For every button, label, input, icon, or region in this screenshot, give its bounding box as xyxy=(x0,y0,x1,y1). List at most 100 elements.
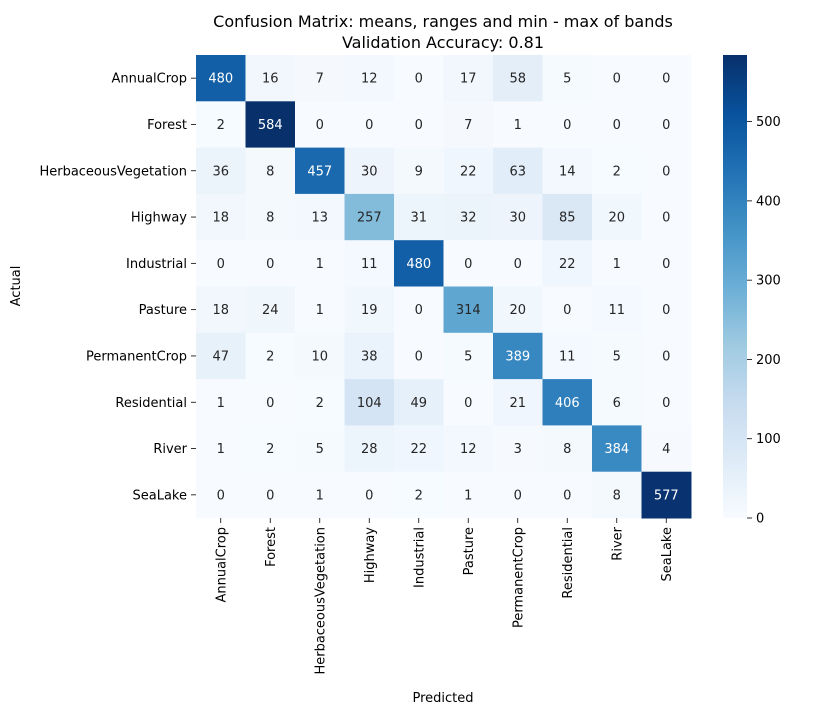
heatmap-cell xyxy=(443,147,494,195)
colorbar-tick-label: 0 xyxy=(756,512,764,527)
cell-value: 384 xyxy=(604,442,629,457)
heatmap-cell xyxy=(542,240,593,287)
cell-value: 8 xyxy=(613,488,621,503)
heatmap-cell xyxy=(295,332,345,380)
colorbar xyxy=(723,55,747,518)
cell-value: 63 xyxy=(509,164,526,179)
heatmap-cell xyxy=(542,101,593,149)
cell-value: 577 xyxy=(654,488,679,503)
heatmap-cell xyxy=(641,147,692,195)
x-tick-label: Pasture xyxy=(462,527,477,575)
cell-value: 0 xyxy=(662,211,670,226)
heatmap-cell xyxy=(542,286,593,334)
cell-value: 58 xyxy=(509,72,526,87)
heatmap-cell xyxy=(344,425,395,473)
heatmap-cell xyxy=(641,193,692,241)
heatmap-cell xyxy=(295,425,345,473)
heatmap-cell xyxy=(245,379,296,426)
cell-value: 5 xyxy=(613,349,621,364)
heatmap-cell xyxy=(295,55,345,102)
heatmap-cell xyxy=(344,55,395,102)
heatmap-cell xyxy=(592,147,642,195)
cell-value: 1 xyxy=(316,488,324,503)
cell-value: 406 xyxy=(555,396,580,411)
x-tick-label: HerbaceousVegetation xyxy=(313,527,328,675)
cell-value: 0 xyxy=(266,257,274,272)
y-axis-label: Actual xyxy=(9,266,24,307)
heatmap-cell xyxy=(443,379,494,426)
heatmap-cell xyxy=(344,101,395,149)
heatmap-cell xyxy=(295,193,345,241)
heatmap-cell xyxy=(245,332,296,380)
heatmap-cell xyxy=(443,332,494,380)
heatmap-cell xyxy=(641,379,692,426)
cell-value: 11 xyxy=(559,349,576,364)
colorbar-tick-label: 100 xyxy=(756,432,781,447)
cell-value: 2 xyxy=(217,118,225,133)
cell-value: 14 xyxy=(559,164,576,179)
cell-value: 1 xyxy=(217,442,225,457)
x-tick-label: River xyxy=(610,526,625,560)
x-axis-label: Predicted xyxy=(412,691,473,706)
heatmap-cell xyxy=(394,379,444,426)
heatmap-cell xyxy=(394,193,444,241)
cell-value: 0 xyxy=(217,257,225,272)
heatmap-cell xyxy=(394,147,444,195)
cell-value: 2 xyxy=(415,488,423,503)
heatmap-cell xyxy=(542,55,593,102)
x-tick-label: Industrial xyxy=(412,527,427,588)
heatmap-cell xyxy=(493,101,543,149)
heatmap-cell xyxy=(641,425,692,473)
cell-value: 0 xyxy=(662,303,670,318)
cell-value: 480 xyxy=(208,72,233,87)
heatmap-cell xyxy=(542,471,593,519)
colorbar-ticks: 0 100 200 300 400 500 xyxy=(747,115,781,527)
heatmap-cell xyxy=(245,147,296,195)
cell-value: 584 xyxy=(258,118,283,133)
heatmap-cell xyxy=(443,101,494,149)
cell-value: 389 xyxy=(505,349,530,364)
cell-value: 9 xyxy=(415,164,423,179)
cell-value: 0 xyxy=(563,303,571,318)
cell-value: 20 xyxy=(608,211,625,226)
heatmap-cell xyxy=(641,332,692,380)
cell-value: 6 xyxy=(613,396,621,411)
heatmap-cell xyxy=(196,101,246,149)
cell-value: 18 xyxy=(212,211,229,226)
cell-value: 0 xyxy=(563,488,571,503)
heatmap-cell xyxy=(196,379,246,426)
heatmap-cell xyxy=(394,55,444,102)
cell-value: 0 xyxy=(464,396,472,411)
heatmap-cell xyxy=(245,286,296,334)
cell-value: 1 xyxy=(613,257,621,272)
heatmap-cell xyxy=(295,379,345,426)
heatmap-cell xyxy=(245,55,296,102)
cell-value: 22 xyxy=(410,442,427,457)
heatmap-cell xyxy=(196,147,246,195)
cell-value: 0 xyxy=(563,118,571,133)
cell-value: 314 xyxy=(456,303,481,318)
cell-value: 2 xyxy=(316,396,324,411)
heatmap-cell xyxy=(295,240,345,287)
heatmap-cell xyxy=(592,101,642,149)
heatmap-cell xyxy=(493,147,543,195)
colorbar-tick-label: 500 xyxy=(756,115,781,130)
cell-value: 457 xyxy=(307,164,332,179)
cell-value: 17 xyxy=(460,72,477,87)
heatmap-cell xyxy=(196,332,246,380)
cell-value: 31 xyxy=(410,211,427,226)
heatmap-cell xyxy=(196,471,246,519)
cell-value: 47 xyxy=(212,349,229,364)
x-tick-label: SeaLake xyxy=(660,527,675,582)
x-tick-label: AnnualCrop xyxy=(214,527,229,603)
heatmap-cell xyxy=(542,193,593,241)
heatmap-cell xyxy=(245,193,296,241)
cell-value: 0 xyxy=(365,118,373,133)
cell-value: 3 xyxy=(514,442,522,457)
heatmap-cell xyxy=(295,101,345,149)
heatmap-cell xyxy=(542,147,593,195)
cell-value: 13 xyxy=(311,211,328,226)
cell-value: 85 xyxy=(559,211,576,226)
cell-value: 0 xyxy=(415,303,423,318)
heatmap-cell xyxy=(295,286,345,334)
